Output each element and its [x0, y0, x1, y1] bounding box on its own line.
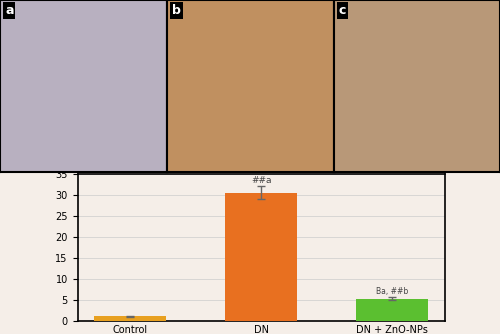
Bar — [225, 193, 298, 321]
Text: a: a — [5, 4, 14, 17]
Text: Ba, ##b: Ba, ##b — [376, 287, 408, 296]
Bar — [94, 316, 166, 321]
Text: ##a: ##a — [251, 176, 272, 185]
Text: c: c — [339, 4, 346, 17]
Bar — [356, 299, 428, 321]
Text: b: b — [172, 4, 181, 17]
Text: d: d — [440, 49, 448, 61]
